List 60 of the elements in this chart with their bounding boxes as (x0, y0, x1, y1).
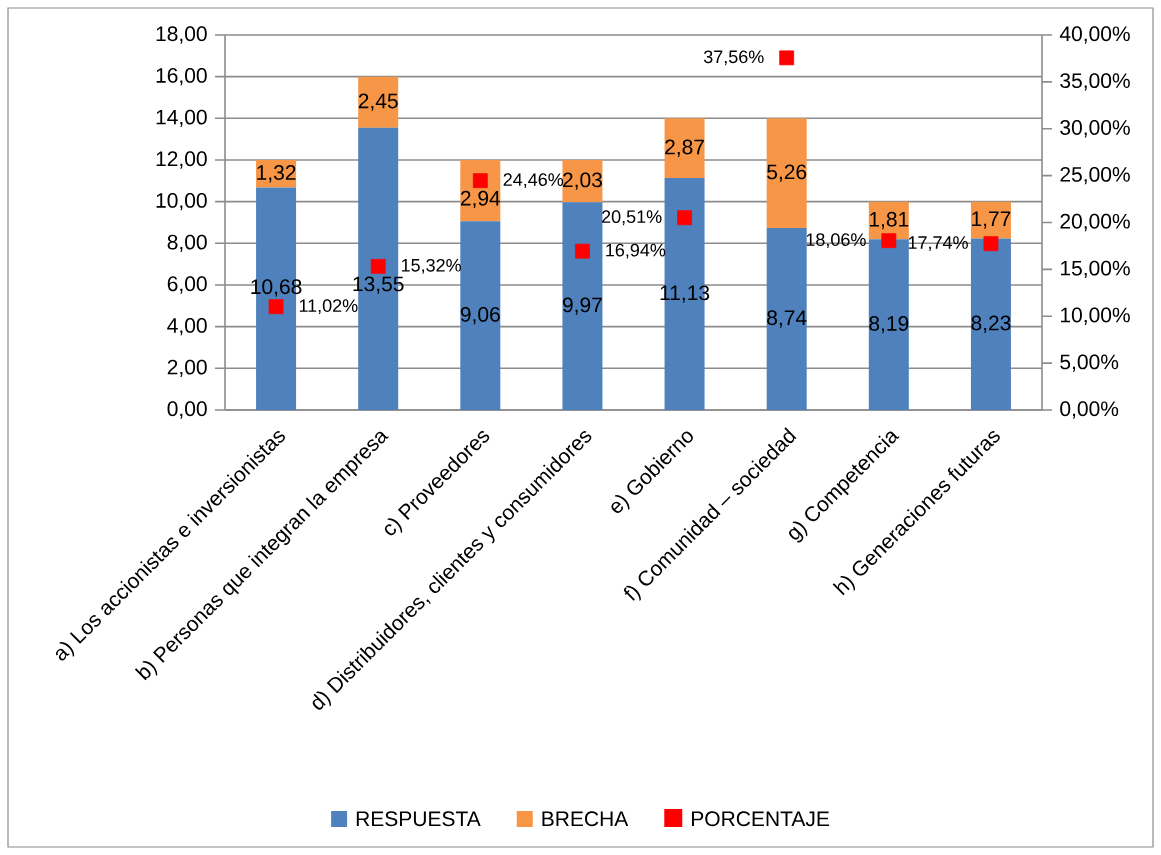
data-label: 8,23 (971, 315, 1011, 333)
data-label: 17,74% (908, 236, 968, 252)
data-label: 20,51% (602, 210, 662, 226)
y2-tick-label: 30,00% (1060, 120, 1130, 138)
bar (970, 238, 1011, 410)
data-label: 1,77 (972, 211, 1011, 229)
y-tick-label: 8,00 (167, 234, 207, 253)
data-label: 5,26 (767, 164, 807, 182)
y-tick-label: 6,00 (167, 276, 207, 294)
data-label: 9,06 (460, 306, 500, 325)
data-label: 2,03 (563, 172, 602, 190)
data-label: 2,45 (358, 93, 398, 111)
data-label: 15,32% (401, 258, 461, 274)
y2-tick-label: 15,00% (1061, 260, 1130, 279)
data-label: 1,32 (257, 165, 296, 183)
y2-tick-label: 5,00% (1060, 354, 1119, 372)
legend-label: PORCENTAJE (691, 811, 829, 827)
y2-tick-label: 10,00% (1061, 307, 1130, 325)
bar (868, 239, 909, 410)
y-tick-label: 18,00 (156, 26, 207, 44)
bar (766, 227, 807, 410)
y-tick-label: 2,00 (167, 359, 207, 378)
y-tick-label: 16,00 (156, 68, 207, 86)
point (268, 299, 284, 315)
data-label: 9,97 (562, 297, 602, 315)
legend-label: BRECHA (542, 811, 629, 827)
y-tick-label: 10,00 (156, 193, 207, 211)
data-label: 2,94 (460, 190, 501, 209)
point (677, 210, 692, 226)
data-label: 8,74 (767, 310, 807, 328)
data-label: 2,87 (665, 139, 704, 157)
bar (664, 118, 705, 179)
data-label: 37,56% (703, 50, 764, 66)
point (779, 50, 795, 66)
bar (358, 76, 399, 128)
point (575, 243, 590, 259)
bar (460, 221, 501, 410)
bar (766, 118, 807, 228)
bar (562, 202, 603, 410)
y-tick-label: 14,00 (156, 109, 207, 128)
point (983, 236, 999, 252)
data-label: 1,81 (869, 211, 909, 230)
y-tick-label: 4,00 (167, 317, 207, 336)
data-label: 24,46% (503, 173, 564, 189)
data-label: 8,19 (869, 316, 909, 334)
y2-tick-label: 40,00% (1059, 26, 1130, 44)
y2-tick-label: 0,00% (1060, 401, 1119, 419)
point (472, 173, 488, 189)
data-label: 10,68 (251, 279, 302, 297)
data-label: 18,06% (806, 233, 866, 249)
data-label: 11,02% (299, 299, 358, 315)
y-tick-label: 12,00 (156, 151, 207, 169)
legend-label: RESPUESTA (356, 811, 481, 827)
point (881, 233, 897, 249)
point (370, 258, 386, 274)
y2-tick-label: 25,00% (1060, 166, 1130, 185)
y2-tick-label: 20,00% (1060, 213, 1130, 232)
y2-tick-label: 35,00% (1060, 73, 1130, 91)
data-label: 13,55 (353, 276, 404, 294)
y-tick-label: 0,00 (167, 401, 207, 419)
